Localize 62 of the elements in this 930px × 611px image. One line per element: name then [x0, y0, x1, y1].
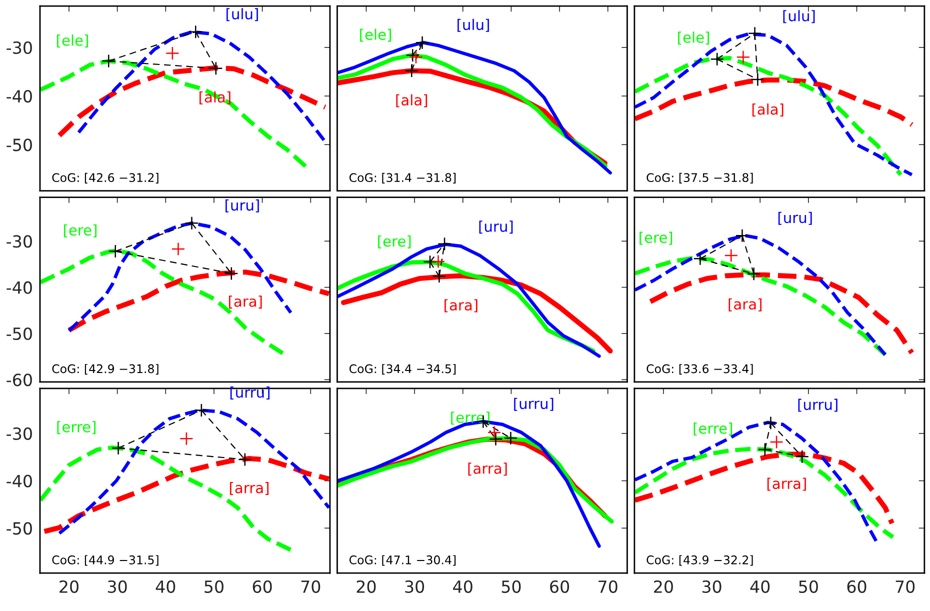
series-label: [ulu]: [458, 18, 489, 32]
series-label: [arra]: [767, 478, 806, 491]
y-tick-label: -30: [6, 427, 32, 440]
x-tick-label: 70: [301, 580, 320, 593]
series-label: [uru]: [479, 220, 513, 234]
x-tick-label: 20: [60, 580, 78, 593]
y-tick-label: -30: [6, 41, 32, 54]
annotation: CoG: [33.6 −33.4]: [646, 364, 753, 375]
series-label: [arra]: [230, 482, 268, 496]
annotation: CoG: [44.9 −31.5]: [52, 555, 158, 566]
x-tick-label: 30: [405, 580, 424, 593]
y-tick-label: -50: [6, 138, 32, 152]
x-tick-label: 60: [252, 580, 272, 593]
series-label: [uru]: [778, 212, 812, 225]
x-tick-label: 70: [896, 580, 915, 593]
x-tick-label: 50: [799, 580, 818, 593]
x-tick-label: 30: [702, 580, 722, 593]
y-tick-label: -50: [6, 327, 32, 340]
series-label: [ere]: [640, 232, 672, 245]
series-label: [ele]: [360, 28, 391, 42]
series-label: [urru]: [514, 398, 554, 411]
series-label: [ala]: [752, 103, 784, 116]
x-tick-label: 50: [204, 580, 224, 593]
annotation: CoG: [42.6 −31.2]: [52, 172, 158, 184]
x-tick-label: 70: [598, 580, 618, 593]
x-tick-label: 20: [654, 580, 673, 593]
annotation: CoG: [47.1 −30.4]: [349, 555, 456, 566]
annotation: CoG: [37.5 −31.8]: [646, 172, 753, 184]
y-tick-label: -50: [6, 522, 32, 535]
series-label: [uru]: [226, 199, 259, 212]
series-label: [ulu]: [226, 8, 258, 22]
series-label: [ere]: [378, 235, 411, 248]
x-tick-label: 60: [550, 580, 570, 593]
series-label: [urru]: [798, 398, 838, 412]
series-label: [ere]: [64, 224, 96, 238]
x-tick-label: 50: [502, 580, 521, 593]
y-tick-label: -30: [6, 235, 32, 248]
series-label: [erre]: [694, 422, 732, 436]
x-tick-label: 30: [108, 580, 127, 593]
series-label: [urru]: [230, 386, 270, 400]
series-label: [ele]: [57, 34, 88, 48]
annotation: CoG: [34.4 −34.5]: [349, 364, 456, 375]
y-tick-label: -40: [6, 90, 32, 103]
y-tick-label: -40: [6, 281, 32, 294]
x-tick-label: 40: [750, 580, 770, 593]
x-tick-label: 40: [453, 580, 472, 593]
x-tick-label: 40: [156, 580, 176, 593]
series-label: [ala]: [396, 94, 428, 108]
series-label: [erre]: [57, 421, 96, 434]
annotation: CoG: [31.4 −31.8]: [349, 172, 456, 184]
series-label: [arra]: [468, 462, 507, 476]
y-tick-label: -40: [6, 474, 32, 488]
x-tick-label: 20: [356, 580, 376, 593]
series-label: [ara]: [728, 298, 762, 312]
series-label: [ele]: [678, 32, 709, 45]
annotation: CoG: [42.9 −31.8]: [52, 364, 158, 375]
series-label: [ara]: [229, 296, 262, 309]
x-tick-label: 60: [847, 580, 866, 593]
series-label: [ara]: [444, 299, 478, 312]
series-label: [ulu]: [783, 10, 815, 24]
y-tick-label: -60: [6, 374, 32, 386]
annotation: CoG: [43.9 −32.2]: [646, 555, 753, 566]
